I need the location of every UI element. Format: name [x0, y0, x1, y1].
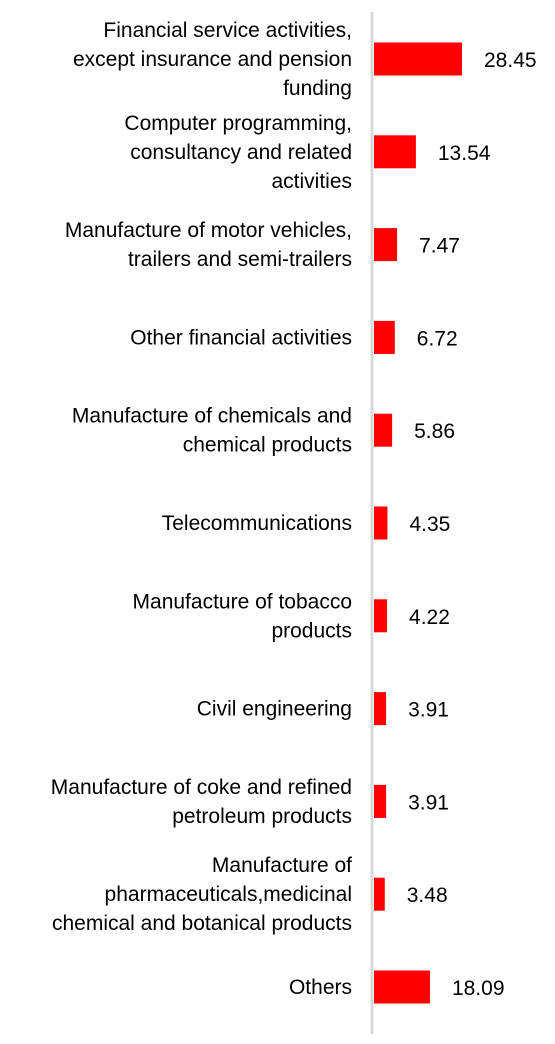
- category-label-line: consultancy and related: [130, 141, 352, 164]
- data-label: 3.91: [408, 699, 449, 722]
- data-label: 7.47: [419, 235, 460, 258]
- value-labels-group: 28.45 13.54 7.47 6.72 5.86 4.35 4.22 3.91 3.91 3.…: [407, 49, 537, 1000]
- category-label-line: Computer programming,: [124, 112, 352, 135]
- data-label: 6.72: [417, 327, 458, 350]
- category-tick-label: Telecommunications: [162, 512, 352, 535]
- category-tick-label: Civil engineering: [197, 698, 352, 721]
- bar: [374, 228, 398, 262]
- data-label: 13.54: [438, 142, 491, 165]
- bar: [374, 692, 387, 726]
- category-label-line: pharmaceuticals,medicinal: [105, 883, 352, 906]
- bar: [374, 784, 387, 818]
- category-tick-label: Computer programming, consultancy and rel…: [124, 112, 352, 193]
- category-label-line: Manufacture of: [212, 854, 352, 877]
- data-label: 3.91: [408, 791, 449, 814]
- bar: [374, 506, 388, 540]
- data-label: 4.22: [409, 606, 450, 629]
- data-label: 5.86: [414, 420, 455, 443]
- category-label-line: Telecommunications: [162, 512, 352, 535]
- bar: [374, 877, 385, 911]
- category-label-line: Financial service activities,: [103, 19, 352, 42]
- category-label-line: activities: [271, 170, 352, 193]
- data-label: 4.35: [409, 513, 450, 536]
- category-tick-label: Manufacture of coke and refined petroleum…: [51, 776, 352, 828]
- category-tick-label: Manufacture of pharmaceuticals,medicinal c…: [52, 854, 352, 935]
- category-label-line: Other financial activities: [130, 326, 352, 349]
- category-label-line: except insurance and pension: [73, 48, 352, 71]
- category-label-line: Others: [289, 976, 352, 999]
- category-label-line: products: [271, 619, 352, 642]
- bars-group: [374, 42, 462, 1004]
- category-tick-label: Financial service activities, except insu…: [73, 19, 352, 100]
- bar: [374, 413, 393, 447]
- category-tick-label: Manufacture of tobacco products: [133, 590, 352, 642]
- category-tick-label: Manufacture of motor vehicles, trailers a…: [65, 219, 352, 271]
- category-label-line: chemical products: [183, 434, 352, 457]
- bar: [374, 970, 430, 1004]
- category-tick-label: Manufacture of chemicals and chemical pro…: [72, 405, 352, 457]
- category-tick-label: Other financial activities: [130, 326, 352, 349]
- bar: [374, 599, 388, 633]
- bar: [374, 320, 395, 354]
- data-label: 3.48: [407, 884, 448, 907]
- category-label-line: Manufacture of tobacco: [133, 590, 352, 613]
- category-label-line: Manufacture of coke and refined: [51, 776, 352, 799]
- category-label-line: Civil engineering: [197, 698, 352, 721]
- category-label-line: Manufacture of motor vehicles,: [65, 219, 352, 242]
- category-label-line: petroleum products: [172, 805, 352, 828]
- category-label-line: trailers and semi-trailers: [128, 248, 352, 271]
- category-label-line: Manufacture of chemicals and: [72, 405, 352, 428]
- category-label-line: funding: [283, 77, 352, 100]
- bar: [374, 42, 462, 76]
- category-tick-label: Others: [289, 976, 352, 999]
- category-label-line: chemical and botanical products: [52, 912, 352, 935]
- category-labels-group: Financial service activities, except insu…: [51, 19, 352, 999]
- bar: [374, 135, 416, 169]
- data-label: 28.45: [484, 49, 537, 72]
- data-label: 18.09: [452, 977, 505, 1000]
